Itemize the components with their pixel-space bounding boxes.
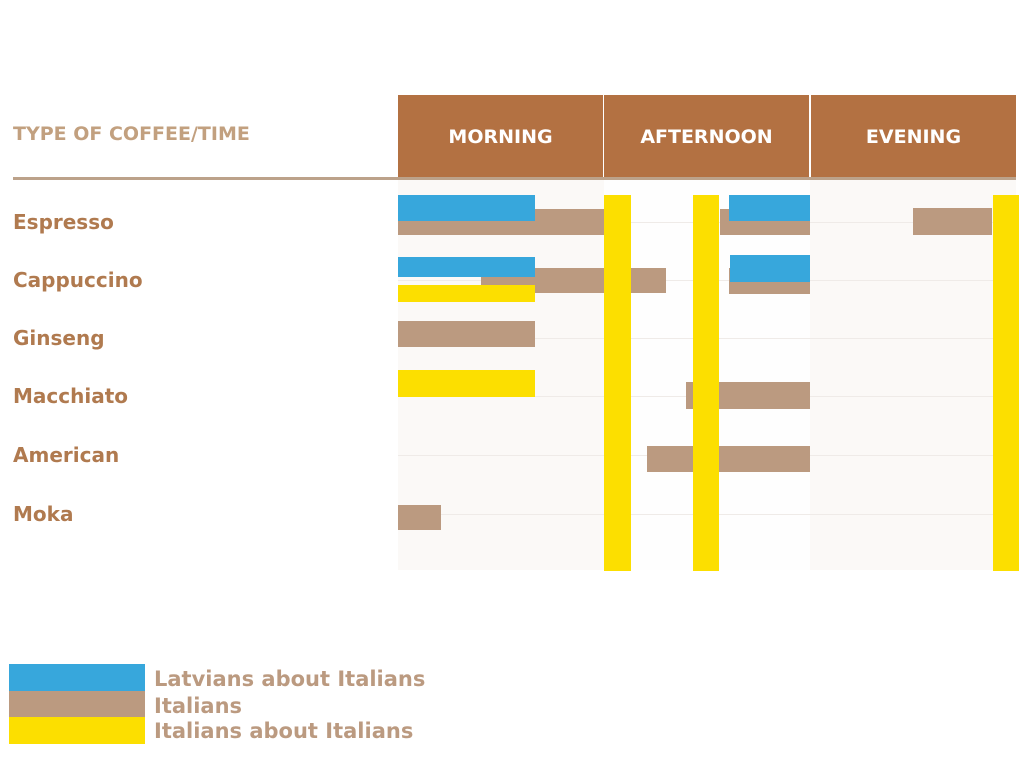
bar-cappuccino-series-0 [398,257,535,277]
row-label: Ginseng [13,326,105,350]
bar-espresso-series-1 [913,208,992,235]
bar-cappuccino-series-0 [730,255,810,282]
legend-label-latvians: Latvians about Italians [154,667,426,691]
row-label: American [13,443,120,467]
column-bg-evening [810,180,1016,570]
legend-swatch-latvians [9,664,145,691]
legend-label-italians-about: Italians about Italians [154,719,414,743]
row-label: Macchiato [13,384,128,408]
legend-swatch-italians [9,691,145,717]
legend-label-italians: Italians [154,694,243,718]
header-divider [13,177,1016,180]
row-label: Moka [13,502,74,526]
bar-vertical-all-rows [604,195,631,571]
row-label: Espresso [13,210,114,234]
bar-ginseng-series-1 [398,321,535,347]
legend-swatch-italians-about [9,717,145,744]
bar-american-series-1 [647,446,810,472]
row-label: Cappuccino [13,268,143,292]
bar-vertical-all-rows [692,195,719,571]
bar-macchiato-series-2 [398,370,535,397]
column-header-morning: MORNING [398,95,603,178]
corner-label: TYPE OF COFFEE/TIME [13,123,250,145]
bar-cappuccino-series-2 [398,285,535,302]
bar-vertical-all-rows [992,195,1020,571]
bar-moka-series-1 [398,505,442,530]
column-header-afternoon: AFTERNOON [604,95,809,178]
bar-espresso-series-0 [729,195,810,221]
column-header-evening: EVENING [811,95,1016,178]
bar-espresso-series-0 [398,195,535,221]
